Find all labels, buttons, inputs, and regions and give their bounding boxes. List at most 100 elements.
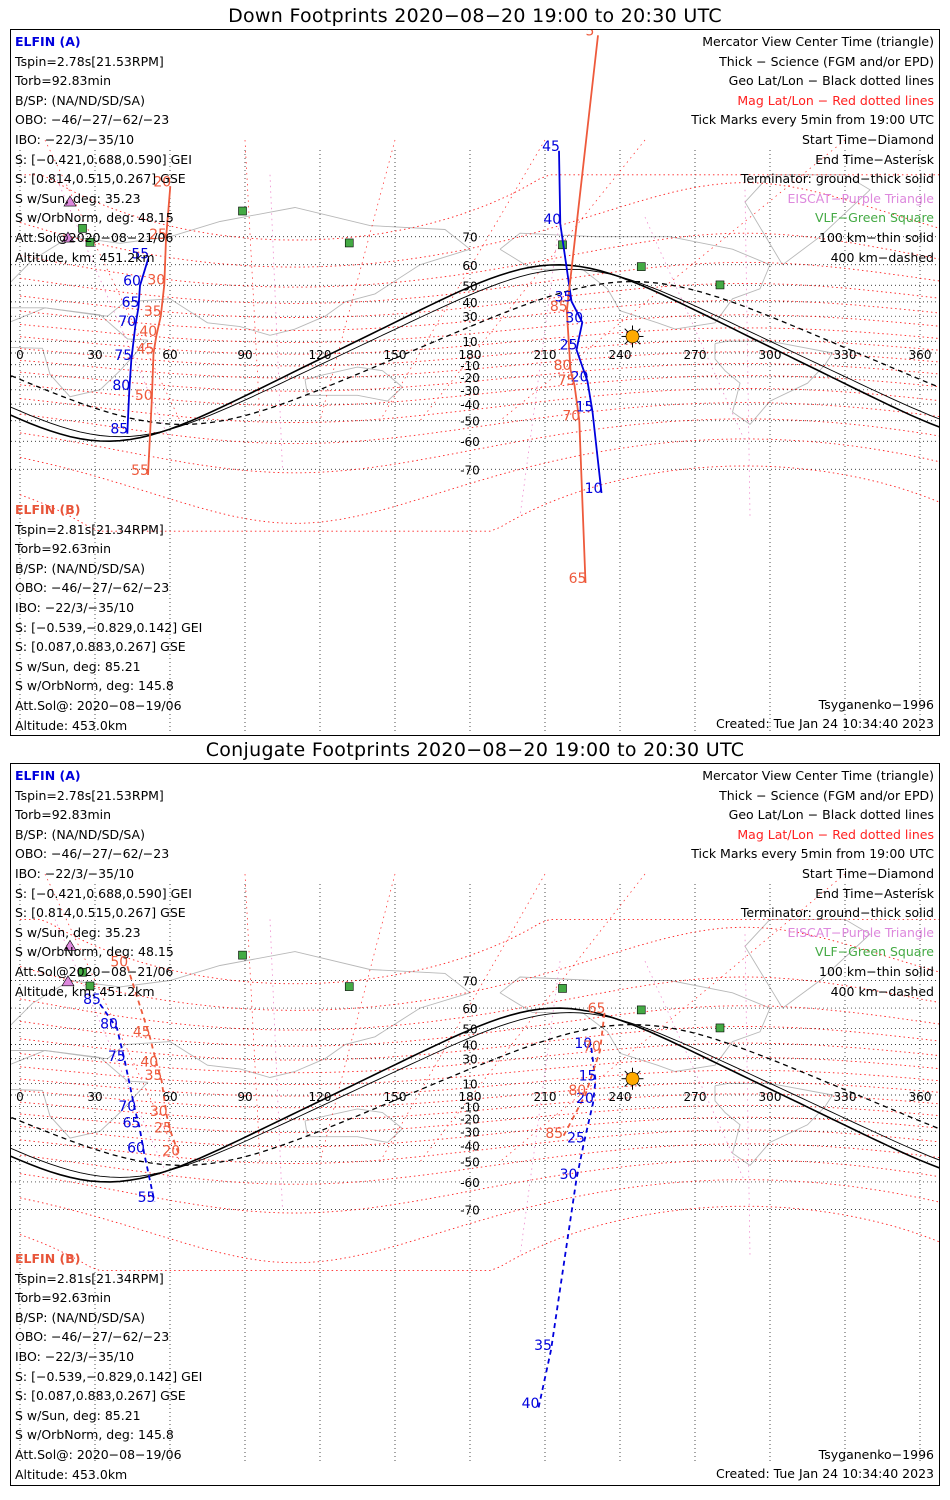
- elfin-b-track: [565, 35, 599, 584]
- lon-tick-label: 300: [759, 348, 782, 362]
- elfin-a-time-label: 25: [567, 1130, 585, 1146]
- elfin-b-time-label: 80: [554, 358, 572, 374]
- lon-tick-label: 330: [834, 1090, 857, 1104]
- map-panel-down[interactable]: 0 30 60 90 120 150 180 210 240 270 300 330 360 70 60 50…: [10, 29, 940, 736]
- mag-meridian-line: [319, 139, 396, 421]
- lat-tick-label: -30: [460, 1125, 480, 1139]
- terminator-line: [11, 268, 939, 438]
- info-line: Att.Sol@2020−08−21/06: [15, 229, 174, 245]
- mag-parallel-line: [19, 438, 939, 524]
- elfin-a-info-down: ELFIN (A) Tspin=2.78s[21.53RPM] Torb=92.…: [15, 32, 192, 267]
- lon-tick-label: 270: [684, 348, 707, 362]
- elfin-a-time-label: 75: [114, 348, 132, 364]
- elfin-a-time-label: 65: [123, 1115, 141, 1131]
- mag-meridian-line: [244, 139, 261, 421]
- lat-tick-label: -70: [460, 1204, 480, 1218]
- elfin-b-time-label: 75: [558, 373, 576, 389]
- lon-tick-label: 60: [162, 1090, 177, 1104]
- vlf-station-square: [78, 967, 87, 977]
- lon-tick-label: 210: [534, 1090, 557, 1104]
- elfin-a-time-label: 65: [122, 295, 140, 311]
- sun-ray: [624, 1082, 629, 1087]
- lat-tick-label: -50: [460, 1156, 480, 1170]
- lat-tick-label: 60: [462, 1002, 477, 1016]
- info-line: Torb=92.83min: [15, 807, 112, 823]
- info-line: Tspin=2.78s[21.53RPM]: [15, 53, 164, 69]
- vlf-station-square: [636, 1005, 646, 1015]
- elfin-b-time-label: 35: [145, 1068, 163, 1084]
- map-panel-conjugate[interactable]: 0 30 60 90 120 150 180 210 240 270 300 330 360 70 60 50…: [10, 763, 940, 1486]
- eiscat-triangle: [63, 195, 77, 207]
- lon-tick-label: 270: [684, 1090, 707, 1104]
- mag-meridian-pink-line: [644, 961, 746, 1183]
- lon-tick-label: 120: [309, 1090, 332, 1104]
- lat-tick-label: 10: [462, 1077, 477, 1091]
- elfin-a-time-label: 35: [534, 1338, 552, 1354]
- elfin-a-time-label: 20: [571, 369, 589, 385]
- lat-tick-label: 70: [462, 974, 477, 988]
- elfin-a-time-label: 85: [83, 992, 101, 1008]
- info-line: OBO: −46/−27/−62/−23: [15, 580, 170, 596]
- legend-item: Mercator View Center Time (triangle): [702, 34, 934, 49]
- lon-tick-label: 0: [16, 1090, 24, 1104]
- mag-parallel-line: [19, 1205, 939, 1272]
- elfin-a-time-label: 10: [574, 1036, 592, 1052]
- info-line: S w/OrbNorm, deg: 48.15: [15, 210, 174, 226]
- info-line: OBO: −46/−27/−62/−23: [15, 112, 170, 128]
- footer-right-conjugate: Tsyganenko−1996 Created: Tue Jan 24 10:3…: [716, 1445, 934, 1484]
- elfin-a-time-label: 85: [110, 422, 128, 438]
- map-canvas-down[interactable]: 0 30 60 90 120 150 180 210 240 270 300 330 360 70 60 50…: [11, 30, 940, 736]
- lon-tick-label: 150: [384, 348, 407, 362]
- info-line: OBO: −46/−27/−62/−23: [15, 846, 170, 862]
- elfin-a-time-label: 70: [118, 314, 136, 330]
- vlf-station-square: [238, 950, 247, 960]
- mag-meridian-pink-line: [519, 961, 561, 1256]
- elfin-a-track: [558, 150, 603, 494]
- elfin-b-time-label: 25: [149, 227, 167, 243]
- info-line: Altitude: 453.0km: [15, 1466, 128, 1482]
- mag-meridian-line: [44, 139, 181, 421]
- lat-tick-label: -40: [460, 1139, 480, 1153]
- info-line: ELFIN (A): [15, 768, 81, 783]
- elfin-a-info-conjugate: ELFIN (A) Tspin=2.78s[21.53RPM] Torb=92.…: [15, 766, 192, 1001]
- terminator-line: [11, 1023, 939, 1167]
- sun-ray: [636, 328, 641, 333]
- mag-parallel-line: [19, 1159, 939, 1214]
- info-line: Att.Sol@: 2020−08−19/06: [15, 1446, 182, 1462]
- lon-tick-label: 90: [237, 1090, 252, 1104]
- mag-meridian-pink-line: [519, 217, 561, 517]
- created-label: Created: Tue Jan 24 10:34:40 2023: [715, 716, 934, 732]
- terminator-line: [11, 1012, 939, 1178]
- legend-item: Geo Lat/Lon − Black dotted lines: [728, 807, 934, 823]
- legend-item: Mag Lat/Lon − Red dotted lines: [737, 92, 934, 108]
- info-line: S: [0.814,0.515,0.267] GSE: [15, 905, 186, 921]
- mag-parallel-line: [19, 465, 939, 532]
- info-line: S w/OrbNorm, deg: 145.8: [15, 1427, 174, 1443]
- map-canvas-conjugate[interactable]: 0 30 60 90 120 150 180 210 240 270 300 330 360706050…: [11, 764, 940, 1486]
- info-line: S: [−0.539,−0.829,0.142] GEI: [15, 619, 203, 635]
- mag-parallel-line: [19, 232, 939, 288]
- legend-item: Start Time−Diamond: [801, 131, 934, 147]
- elfin-b-time-label: 55: [131, 463, 149, 479]
- mag-parallel-line: [19, 261, 939, 304]
- figure-title-conjugate: Conjugate Footprints 2020−08−20 19:00 to…: [205, 739, 745, 761]
- sun-ray: [624, 340, 629, 345]
- lat-tick-label: -70: [460, 463, 480, 477]
- elfin-a-track: [99, 1003, 156, 1203]
- lat-tick-label: 40: [462, 1039, 477, 1053]
- elfin-a-time-label: 60: [123, 274, 141, 290]
- mag-meridian-line: [419, 873, 646, 1162]
- elfin-b-time-label: 35: [144, 304, 162, 320]
- elfin-a-time-label: 55: [131, 246, 149, 262]
- elfin-a-time-label: 40: [543, 212, 561, 228]
- info-line: Torb=92.63min: [15, 1290, 112, 1306]
- legend-item: Tick Marks every 5min from 19:00 UTC: [691, 846, 934, 862]
- sun-ray: [636, 340, 641, 345]
- info-line: ELFIN (B): [15, 1251, 81, 1266]
- vlf-station-square: [636, 262, 646, 271]
- mag-parallel-line: [19, 363, 939, 392]
- elfin-a-time-label: 35: [555, 289, 573, 305]
- legend-item: Thick − Science (FGM and/or EPD): [719, 53, 934, 69]
- info-line: Att.Sol@2020−08−21/06: [15, 963, 174, 979]
- info-line: Torb=92.63min: [15, 541, 112, 557]
